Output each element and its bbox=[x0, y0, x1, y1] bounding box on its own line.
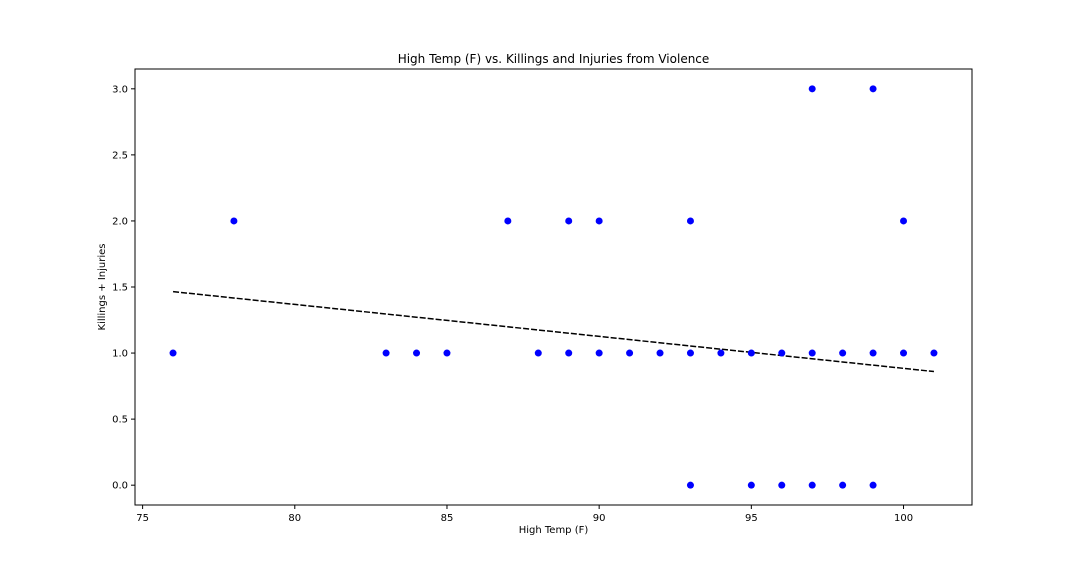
data-point bbox=[808, 349, 816, 357]
data-point bbox=[900, 217, 908, 225]
chart-title: High Temp (F) vs. Killings and Injuries … bbox=[398, 52, 710, 66]
y-tick-label: 2.5 bbox=[112, 150, 128, 161]
data-point bbox=[686, 481, 694, 489]
data-point bbox=[717, 349, 725, 357]
data-point bbox=[839, 481, 847, 489]
data-point bbox=[230, 217, 238, 225]
y-tick-label: 0.0 bbox=[112, 481, 128, 492]
x-tick-label: 85 bbox=[441, 513, 454, 524]
data-point bbox=[595, 217, 603, 225]
x-tick-label: 90 bbox=[593, 513, 606, 524]
points-layer bbox=[169, 85, 938, 489]
data-point bbox=[839, 349, 847, 357]
data-point bbox=[808, 481, 816, 489]
x-tick-label: 95 bbox=[745, 513, 758, 524]
x-axis-ticks: 75 80 85 90 95 100 bbox=[136, 505, 913, 524]
x-tick-label: 100 bbox=[894, 513, 913, 524]
data-point bbox=[656, 349, 664, 357]
data-point bbox=[747, 481, 755, 489]
plot-background bbox=[135, 69, 972, 505]
data-point bbox=[747, 349, 755, 357]
data-point bbox=[565, 349, 573, 357]
data-point bbox=[930, 349, 938, 357]
trendline-layer bbox=[172, 290, 935, 373]
data-point bbox=[565, 217, 573, 225]
data-point bbox=[778, 481, 786, 489]
data-point bbox=[869, 481, 877, 489]
data-point bbox=[808, 85, 816, 93]
y-tick-label: 2.0 bbox=[112, 216, 128, 227]
y-tick-label: 1.5 bbox=[112, 283, 128, 294]
x-tick-label: 75 bbox=[136, 513, 149, 524]
x-tick-label: 80 bbox=[288, 513, 301, 524]
x-axis-label: High Temp (F) bbox=[519, 525, 589, 536]
data-point bbox=[382, 349, 390, 357]
y-tick-label: 3.0 bbox=[112, 84, 128, 95]
data-point bbox=[443, 349, 451, 357]
y-axis-ticks: 0.0 0.5 1.0 1.5 2.0 2.5 3.0 bbox=[112, 84, 135, 492]
data-point bbox=[900, 349, 908, 357]
data-point bbox=[778, 349, 786, 357]
data-point bbox=[869, 85, 877, 93]
trendline bbox=[172, 290, 935, 373]
data-point bbox=[686, 349, 694, 357]
y-tick-label: 0.5 bbox=[112, 415, 128, 426]
y-tick-label: 1.0 bbox=[112, 349, 128, 360]
data-point bbox=[169, 349, 177, 357]
data-point bbox=[626, 349, 634, 357]
data-point bbox=[686, 217, 694, 225]
data-point bbox=[869, 349, 877, 357]
data-point bbox=[534, 349, 542, 357]
data-point bbox=[595, 349, 603, 357]
data-point bbox=[413, 349, 421, 357]
data-point bbox=[504, 217, 512, 225]
y-axis-label: Killings + Injuries bbox=[97, 244, 108, 331]
